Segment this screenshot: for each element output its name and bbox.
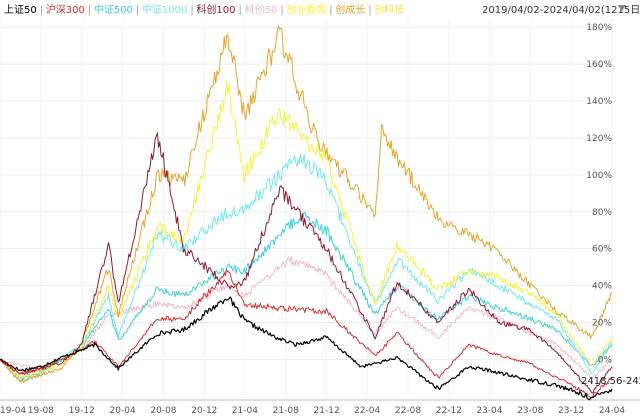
- x-tick-label: 22-08: [395, 406, 421, 416]
- legend-item[interactable]: 创成长: [335, 3, 365, 16]
- legend-separator: |: [368, 5, 371, 16]
- series-line: [0, 132, 613, 394]
- series-line: [0, 256, 613, 380]
- legend-item[interactable]: 中证1000: [142, 3, 187, 16]
- end-value-label: 2418.56-2422: [581, 376, 640, 387]
- y-axis-ticks: 0% 20% 40% 60% 80% 100% 120% 140% 160% 180%: [586, 23, 612, 365]
- y-tick-label: 180%: [586, 23, 612, 33]
- legend-item[interactable]: 创科技: [374, 3, 404, 16]
- legend-separator: |: [238, 5, 241, 16]
- x-tick-label: 19-04: [0, 406, 26, 416]
- legend-item[interactable]: 上证50: [4, 4, 37, 16]
- y-tick-label: 80%: [592, 208, 612, 218]
- x-tick-label: 19-12: [69, 406, 95, 416]
- y-tick-label: 120%: [586, 134, 612, 144]
- chart-grid: [0, 18, 640, 401]
- y-tick-label: 60%: [592, 245, 612, 255]
- x-tick-label: 21-04: [232, 406, 258, 416]
- y-tick-label: 160%: [586, 60, 612, 70]
- series-line: [0, 211, 613, 380]
- y-tick-label: 40%: [592, 282, 612, 292]
- x-tick-label: 20-04: [110, 406, 136, 416]
- y-tick-label: 100%: [586, 171, 612, 181]
- x-tick-label: 23-08: [517, 406, 543, 416]
- triangle-down-icon[interactable]: [618, 5, 626, 11]
- x-tick-label: 24-04: [599, 406, 625, 416]
- legend-separator: |: [136, 5, 139, 16]
- y-tick-label: 0%: [598, 355, 613, 365]
- x-axis-ticks: 19-04 19-08 19-12 20-04 20-08 20-12 21-04 21-08…: [0, 406, 625, 416]
- legend-item[interactable]: 科创50: [244, 3, 277, 16]
- series-line: [0, 79, 613, 380]
- x-tick-label: 20-12: [191, 406, 217, 416]
- y-tick-label: 140%: [586, 97, 612, 107]
- legend-separator: |: [40, 5, 43, 16]
- legend-separator: |: [329, 5, 332, 16]
- x-tick-label: 19-08: [28, 406, 54, 416]
- legend-separator: |: [190, 5, 193, 16]
- x-tick-label: 21-08: [273, 406, 299, 416]
- series-line: [0, 269, 613, 399]
- x-tick-label: 23-04: [476, 406, 502, 416]
- x-tick-label: 21-12: [314, 406, 340, 416]
- legend-item[interactable]: 创业板指: [286, 3, 326, 16]
- legend-separator: |: [88, 5, 91, 16]
- x-tick-label: 22-04: [354, 406, 380, 416]
- x-tick-label: 23-12: [558, 406, 584, 416]
- date-range-label[interactable]: 2019/04/02-2024/04/02(1215日): [482, 5, 640, 16]
- chart-series: [0, 25, 613, 401]
- legend-item[interactable]: 科创100: [196, 3, 235, 16]
- x-tick-label: 22-12: [436, 406, 462, 416]
- series-line: [0, 296, 613, 401]
- legend-item[interactable]: 沪深300: [46, 3, 85, 16]
- legend-separator: |: [280, 5, 283, 16]
- end-value-text: 2418.56-2422: [581, 376, 640, 387]
- x-tick-label: 20-08: [150, 406, 176, 416]
- legend-item[interactable]: 中证500: [94, 3, 133, 16]
- series-line: [0, 25, 613, 383]
- chart-legend[interactable]: 上证50 | 沪深300 | 中证500 | 中证1000 | 科创100 | 科创50 | 创业板指 |…: [4, 3, 404, 16]
- y-tick-label: 20%: [592, 318, 612, 328]
- series-line: [0, 153, 613, 383]
